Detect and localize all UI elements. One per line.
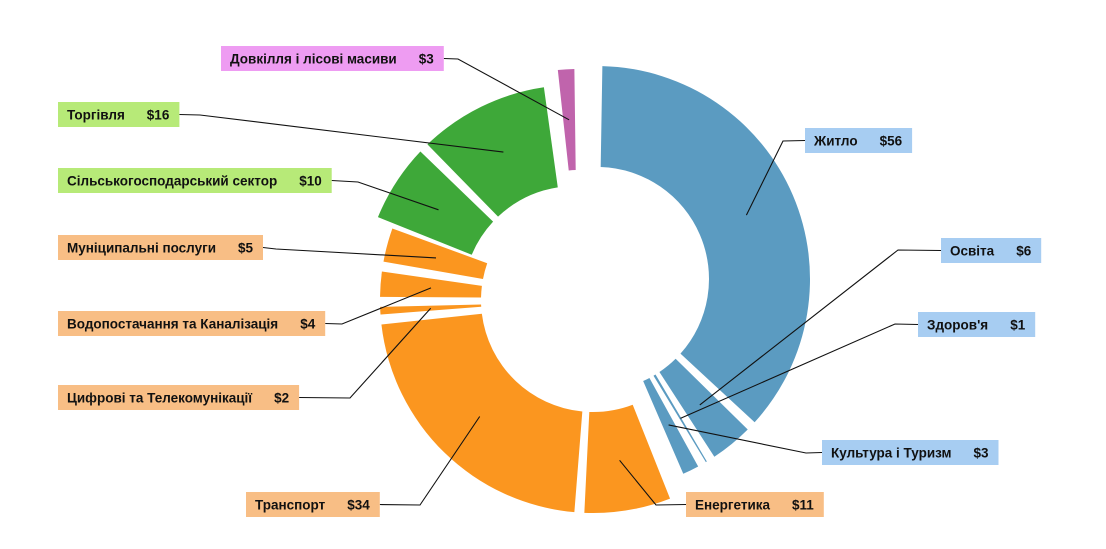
category-label-7: Цифрові та Телекомунікації [67, 391, 253, 406]
category-label-5: Енергетика [695, 498, 771, 513]
label-4: Культура і Туризм $3 [822, 440, 999, 465]
label-11: Торгівля $16 [58, 102, 180, 127]
leader-line-1 [745, 139, 806, 216]
label-box-5 [686, 492, 824, 517]
leader-line-6 [379, 416, 481, 506]
category-label-1: Житло [813, 134, 858, 149]
slice-11 [427, 87, 558, 217]
leader-lines [179, 57, 942, 506]
value-label-5: $11 [792, 498, 814, 513]
leader-line-3 [680, 323, 919, 419]
label-box-4 [822, 440, 999, 465]
slice-6 [381, 313, 583, 513]
value-label-6: $34 [347, 498, 370, 513]
leader-line-11 [179, 113, 504, 153]
value-label-11: $16 [147, 108, 170, 123]
value-label-7: $2 [274, 391, 289, 406]
category-label-10: Сільськогосподарський сектор [67, 174, 277, 189]
value-label-3: $1 [1010, 318, 1026, 333]
value-label-8: $4 [300, 317, 316, 332]
value-label-9: $5 [238, 241, 254, 256]
slice-10 [377, 151, 494, 255]
slice-7 [380, 304, 482, 315]
value-label-4: $3 [974, 446, 990, 461]
slice-5 [584, 404, 671, 513]
category-label-11: Торгівля [67, 108, 125, 123]
value-label-2: $6 [1016, 244, 1032, 259]
slices [377, 66, 811, 513]
label-box-12 [221, 46, 444, 71]
leader-line-10 [331, 179, 439, 211]
labels: Житло $56 Освіта $6 Здоров'я $1 Культура і Тур… [58, 46, 1042, 517]
label-9: Муніципальні послуги $5 [58, 235, 263, 260]
category-label-8: Водопостачання та Каналізація [67, 317, 278, 332]
label-6: Транспорт $34 [246, 492, 380, 517]
label-box-2 [941, 238, 1042, 263]
label-box-3 [918, 312, 1036, 337]
leader-line-8 [325, 287, 432, 325]
leader-line-2 [699, 249, 942, 406]
value-label-1: $56 [880, 134, 903, 149]
category-label-12: Довкілля і лісові масиви [230, 52, 397, 67]
leader-line-9 [262, 246, 437, 259]
label-10: Сільськогосподарський сектор $10 [58, 168, 332, 193]
slice-1 [600, 66, 811, 423]
label-8: Водопостачання та Каналізація $4 [58, 311, 326, 336]
category-label-3: Здоров'я [927, 318, 988, 333]
label-7: Цифрові та Телекомунікації $2 [58, 385, 300, 410]
label-box-6 [246, 492, 380, 517]
leader-line-7 [299, 307, 432, 399]
slice-9 [383, 228, 488, 279]
label-12: Довкілля і лісові масиви $3 [221, 46, 444, 71]
slice-12 [557, 69, 576, 171]
slice-8 [380, 271, 482, 298]
leader-line-4 [668, 424, 823, 454]
slice-3 [653, 374, 707, 463]
label-box-1 [805, 128, 913, 153]
category-label-4: Культура і Туризм [831, 446, 952, 461]
label-box-7 [58, 385, 300, 410]
leader-line-5 [619, 459, 687, 506]
label-box-8 [58, 311, 326, 336]
category-label-2: Освіта [950, 244, 995, 259]
value-label-12: $3 [419, 52, 435, 67]
category-label-6: Транспорт [255, 498, 326, 513]
label-box-10 [58, 168, 332, 193]
label-2: Освіта $6 [941, 238, 1042, 263]
label-3: Здоров'я $1 [918, 312, 1036, 337]
leader-line-12 [443, 57, 570, 121]
label-box-9 [58, 235, 263, 260]
label-box-11 [58, 102, 180, 127]
label-1: Житло $56 [805, 128, 913, 153]
label-5: Енергетика $11 [686, 492, 824, 517]
value-label-10: $10 [299, 174, 322, 189]
category-label-9: Муніципальні послуги [67, 241, 216, 256]
